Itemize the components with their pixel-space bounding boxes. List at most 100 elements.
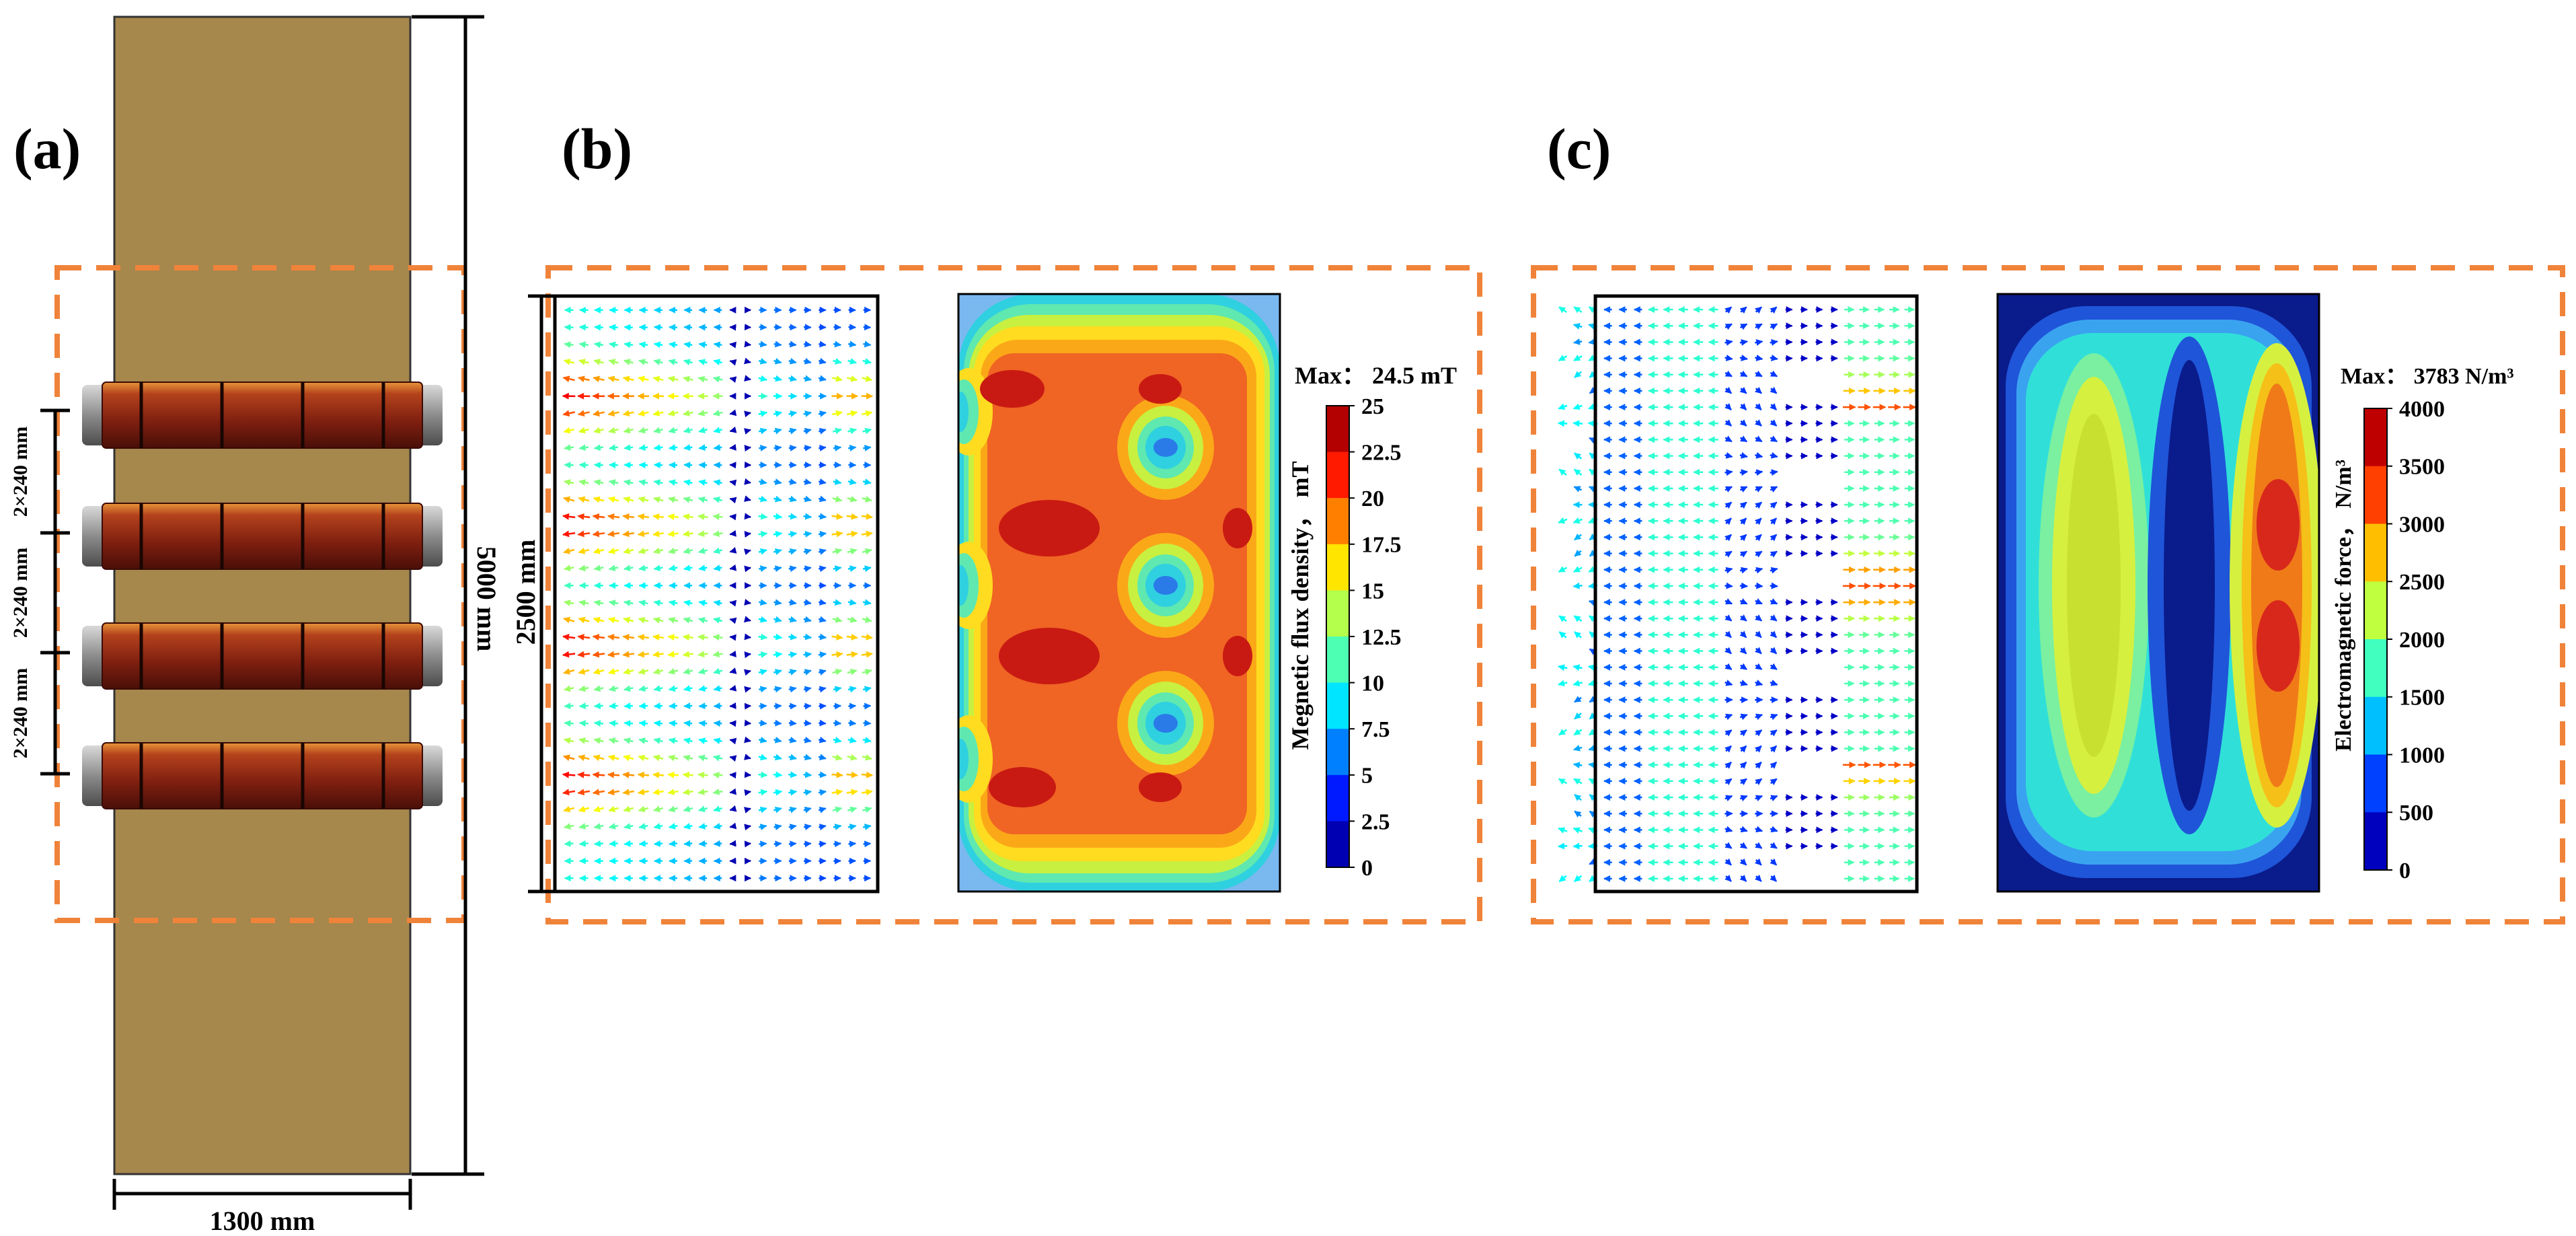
flux-vector-arrow [578,737,589,744]
force-vector-arrow [1739,842,1747,849]
flux-vector-arrow [773,565,782,573]
force-vector-arrow [1754,403,1762,410]
flux-vector-arrow [861,530,873,538]
force-vector-arrow [1739,419,1747,427]
flux-colorbar: 25 22.5 20 17.5 15 12.5 10 7.5 5 2.5 0 [1326,394,1402,881]
flux-vector-arrow [788,444,797,451]
flux-vector-arrow [637,634,649,641]
flux-vector-arrow [831,513,843,520]
force-vector-arrow [1739,403,1747,410]
flux-vector-arrow [832,668,843,676]
flux-vector-arrow [623,754,634,762]
force-vector-arrow [1754,501,1762,509]
force-colorbar-band [2364,466,2387,525]
flux-vector-arrow [564,341,574,349]
flux-vector-arrow [862,737,872,743]
flux-vector-arrow [698,444,708,451]
force-vector-arrow [1739,517,1747,525]
flux-vector-arrow [653,341,663,349]
force-vector-arrow [1725,761,1732,769]
force-vector-arrow [1770,729,1778,737]
force-vector-arrow [1754,745,1762,753]
force-vector-arrow [1739,550,1747,558]
force-vector-arrow [1573,729,1583,736]
force-vector-arrow [1558,778,1568,785]
flux-vector-arrow [668,496,679,503]
force-vector-arrow [1739,874,1747,882]
flux-vector-arrow [592,789,605,796]
flux-vector-arrow [863,324,872,331]
flux-vector-plot [562,306,874,882]
coil-body [102,622,423,690]
flux-vector-arrow [607,513,620,520]
flux-vector-arrow [652,771,664,778]
force-vector-arrow [1770,745,1778,753]
contour-hotspot [989,767,1056,807]
flux-vector-arrow [803,357,812,365]
flux-vector-arrow [788,754,797,761]
flux-vector-arrow [683,805,693,813]
flux-vector-arrow [744,599,752,606]
force-vector-arrow [1573,403,1583,410]
coil [82,503,443,570]
flux-vector-arrow [773,427,782,435]
force-vector-arrow [1725,550,1733,558]
flux-vector-arrow [773,806,782,813]
flux-vector-arrow [803,410,812,417]
flux-vector-arrow [653,359,663,365]
flux-vector-arrow [698,737,708,744]
flux-vector-arrow [847,616,858,623]
flux-vector-arrow [578,805,590,813]
flux-vector-arrow [683,667,693,675]
flux-vector-arrow [847,806,858,813]
flux-vector-arrow [803,495,812,503]
flux-vector-arrow [698,341,708,349]
spacing-label-2: 2×240 mm [9,548,32,639]
flux-vector-arrow [667,410,679,416]
force-vector-arrow [1755,339,1764,346]
force-vector-arrow [1558,468,1567,476]
flux-vector-arrow [744,445,752,452]
flux-vector-arrow [683,375,693,383]
flux-vector-arrow [564,823,574,830]
flux-vector-arrow [818,616,827,623]
flux-vector-arrow [773,548,782,555]
flux-vector-arrow [683,823,693,830]
flux-vector-arrow [683,754,693,762]
force-colorbar-tick-label: 1500 [2399,686,2445,711]
flux-vector-arrow [668,427,678,434]
flux-vector-arrow [622,410,634,417]
force-vector-arrow [1739,630,1747,639]
flux-vector-arrow [744,410,751,418]
flux-vector-arrow [593,547,605,554]
force-vector-arrow [1770,386,1778,394]
force-vector-arrow [1725,713,1733,721]
flux-vector-arrow [773,410,783,417]
force-vector-arrow [1573,420,1583,427]
flux-vector-arrow [564,599,574,607]
flux-vector-arrow [819,324,827,331]
force-vector-plot [1557,306,1917,883]
flux-vector-arrow [729,737,737,745]
flux-vector-arrow [803,548,812,555]
force-colorbar-tick-label: 500 [2399,801,2433,826]
force-vector-arrow [1755,713,1763,721]
flux-vector-arrow [683,737,693,744]
flux-vector-arrow [698,599,708,607]
force-vector-arrow [1557,680,1568,687]
flux-vector-arrow [803,824,812,831]
force-vector-arrow [1755,778,1763,785]
flux-colorbar-tick-label: 22.5 [1361,441,1402,466]
flux-vector-arrow [788,599,797,606]
flux-vector-arrow [682,513,693,520]
force-vector-arrow [1573,468,1583,476]
panel-a: (a) 5000 mm 1300 mm 2×240 mm 2× [9,15,502,1236]
flux-vector-arrow [653,685,663,692]
flux-vector-arrow [683,324,693,331]
force-vector-arrow [1725,501,1733,509]
flux-vector-arrow [713,754,723,762]
flux-vector-arrow [713,341,722,349]
flux-vector-arrow [773,375,783,382]
flux-vector-arrow [577,771,591,778]
flux-vector-arrow [862,599,872,606]
